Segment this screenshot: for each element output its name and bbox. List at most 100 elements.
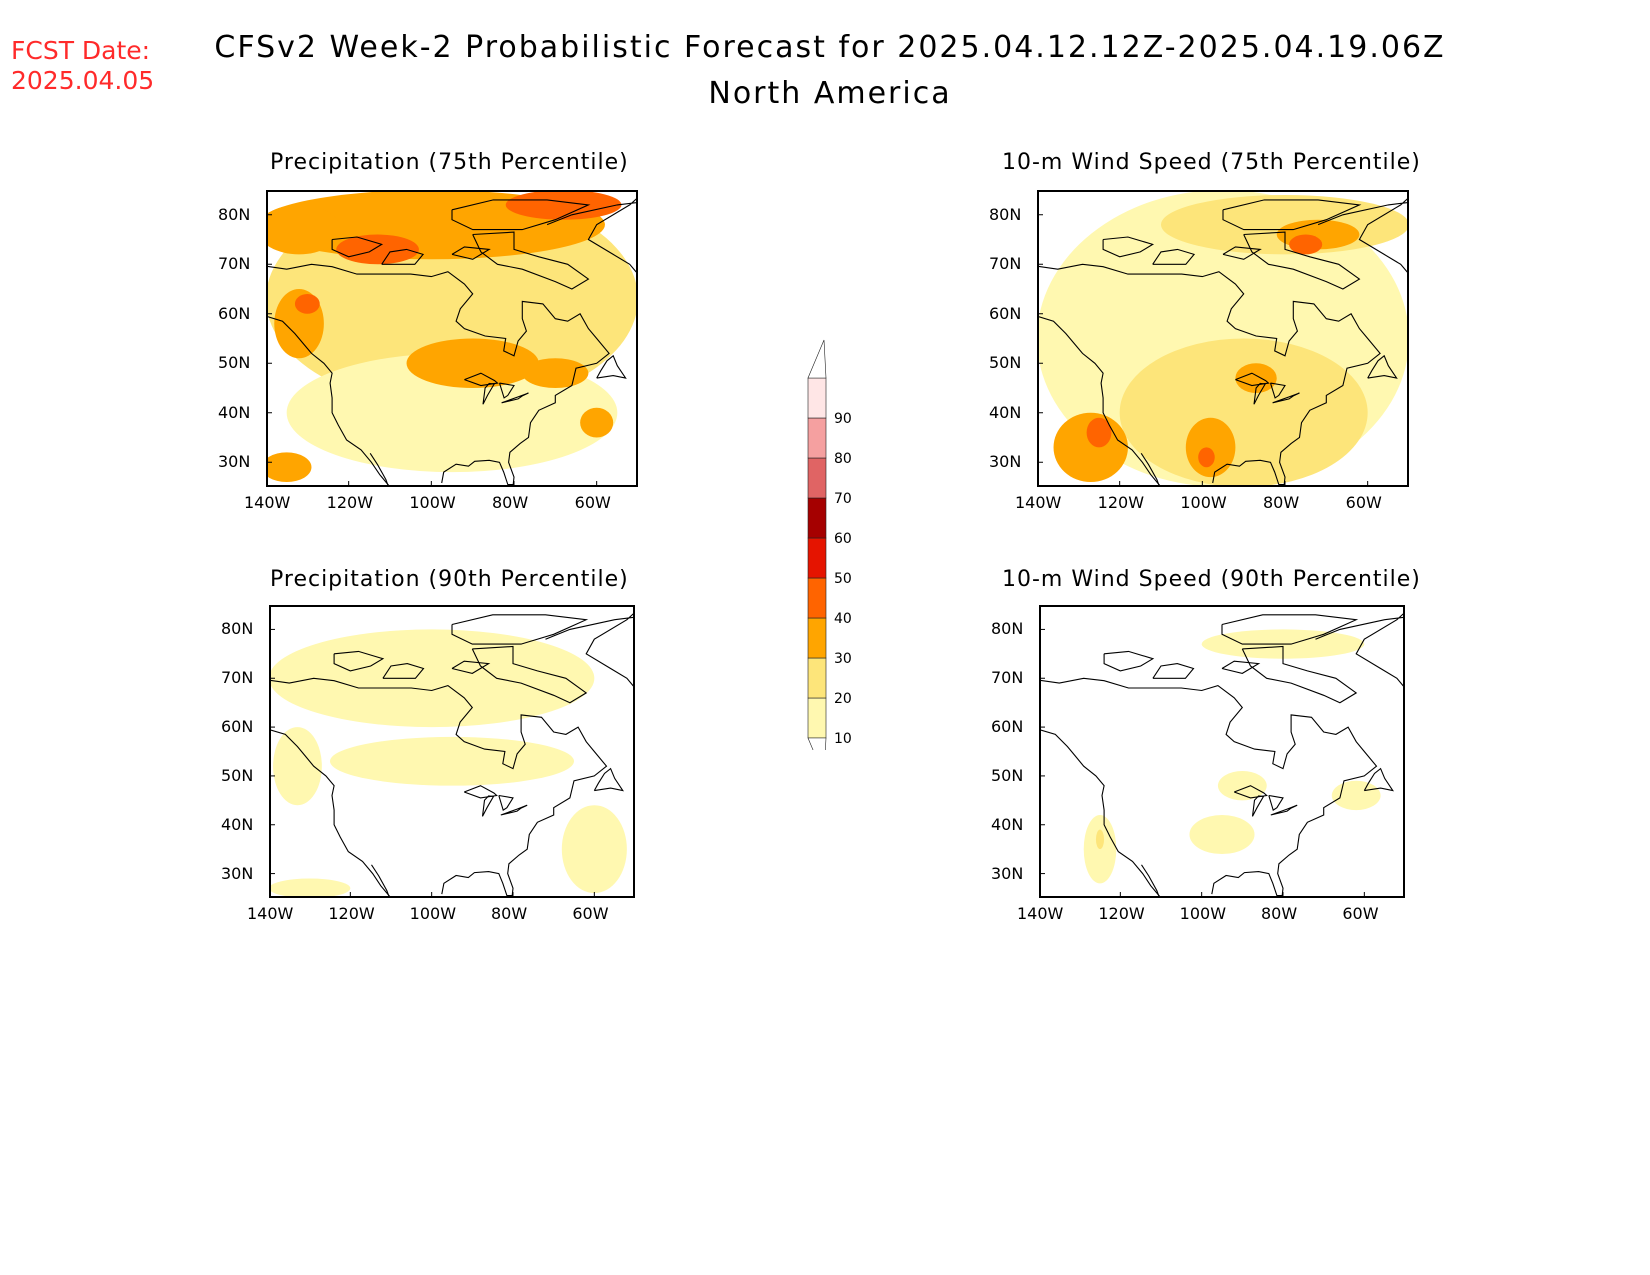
coastline	[1235, 372, 1270, 387]
probability-region	[266, 204, 341, 255]
colorbar-segment	[807, 617, 827, 659]
colorbar-top-arrow	[807, 339, 827, 379]
colorbar: 10 20 30 40 50 60 70 80 90	[807, 339, 852, 750]
coastline	[1272, 392, 1300, 404]
lat-tick-label: 80N	[218, 204, 251, 224]
lon-tick-label: 80W	[491, 904, 528, 923]
coastline	[498, 794, 514, 811]
coastline	[1269, 382, 1286, 399]
panel-title: Precipitation (75th Percentile)	[270, 150, 629, 175]
fcst-date-label: FCST Date: 2025.04.05	[11, 36, 154, 96]
lon-tick-label: 120W	[1097, 493, 1145, 512]
lat-tick-label: 40N	[218, 402, 251, 422]
coastline	[464, 372, 499, 387]
map-frame	[269, 605, 635, 898]
coastline	[333, 650, 385, 672]
lat-tick-label: 30N	[989, 452, 1022, 472]
colorbar-label: 70	[834, 491, 852, 507]
coastline	[1222, 246, 1262, 260]
coastline	[1039, 677, 1378, 897]
coastline	[1241, 645, 1358, 704]
coastline	[1037, 263, 1381, 486]
lat-tick-label: 60N	[989, 303, 1022, 323]
colorbar-segment	[807, 697, 827, 739]
lat-tick-label: 70N	[221, 668, 254, 688]
coastline	[382, 663, 425, 679]
lat-tick-label: 40N	[991, 814, 1024, 834]
colorbar-label: 80	[834, 451, 852, 467]
lon-tick-label: 100W	[1179, 904, 1227, 923]
map-frame	[1039, 605, 1405, 898]
page-title: CFSv2 Week-2 Probabilistic Forecast for …	[214, 30, 1446, 65]
fcst-date-value: 2025.04.05	[11, 66, 155, 95]
lon-tick-label: 100W	[1180, 493, 1227, 512]
colorbar-label: 90	[834, 411, 852, 427]
lon-tick-label: 80W	[492, 493, 529, 512]
lon-tick-label: 60W	[574, 493, 611, 512]
probability-region	[1217, 771, 1267, 801]
coastline	[1253, 382, 1267, 405]
colorbar-label: 40	[834, 611, 852, 627]
map-plot-area	[266, 190, 638, 487]
coastline	[596, 354, 627, 379]
lat-tick-label: 40N	[221, 814, 254, 834]
lat-tick-label: 60N	[991, 717, 1024, 737]
coastline	[451, 660, 491, 674]
colorbar-segment	[807, 497, 827, 539]
lon-tick-label: 140W	[244, 493, 291, 512]
coastline	[1221, 614, 1359, 645]
coastline	[1363, 767, 1394, 792]
map-frame	[266, 190, 638, 487]
coastline	[482, 382, 496, 405]
coastline	[1367, 354, 1398, 379]
coastline	[266, 315, 391, 487]
colorbar-label: 60	[834, 531, 852, 547]
fcst-date-caption: FCST Date:	[11, 36, 151, 65]
coastline	[266, 263, 610, 486]
lat-tick-label: 30N	[218, 452, 251, 472]
lat-tick-label: 40N	[989, 402, 1022, 422]
lat-tick-label: 80N	[991, 619, 1024, 639]
coastline	[471, 645, 588, 704]
coastline	[593, 767, 624, 792]
coastline	[1140, 453, 1161, 487]
coastline	[1270, 804, 1298, 816]
probability-region	[580, 407, 614, 438]
coastline	[1222, 199, 1362, 231]
panel-title: Precipitation (90th Percentile)	[270, 567, 629, 592]
coastline	[498, 382, 515, 399]
lat-tick-label: 70N	[991, 668, 1024, 688]
colorbar-segment	[807, 457, 827, 499]
probability-region	[294, 293, 320, 314]
lat-tick-label: 50N	[989, 353, 1022, 373]
lon-tick-label: 60W	[1342, 904, 1379, 923]
coastline	[1141, 864, 1161, 898]
lat-tick-label: 80N	[221, 619, 254, 639]
colorbar-segment	[807, 577, 827, 619]
probability-region	[269, 878, 351, 898]
coastline	[451, 614, 589, 645]
coastline	[381, 248, 425, 265]
probability-region	[505, 190, 622, 220]
colorbar-segment	[807, 657, 827, 699]
panel-title: 10-m Wind Speed (90th Percentile)	[1002, 567, 1421, 592]
coastline	[472, 231, 590, 290]
colorbar-segment	[807, 537, 827, 579]
map-plot-area	[269, 605, 635, 898]
lon-tick-label: 120W	[1098, 904, 1145, 923]
probability-region	[330, 736, 574, 786]
coastline	[545, 611, 635, 689]
coastline	[481, 795, 495, 817]
coastline	[1039, 728, 1162, 898]
map-frame	[1037, 190, 1409, 487]
lon-tick-label: 120W	[326, 493, 374, 512]
lat-tick-label: 50N	[218, 353, 251, 373]
lon-tick-label: 80W	[1261, 904, 1298, 923]
colorbar-label: 20	[834, 691, 852, 707]
map-plot-area	[1039, 605, 1405, 898]
coastline	[1102, 236, 1155, 258]
probability-region	[1235, 363, 1277, 393]
lat-tick-label: 30N	[991, 863, 1024, 883]
coastline	[269, 677, 608, 897]
coastline	[464, 785, 498, 799]
